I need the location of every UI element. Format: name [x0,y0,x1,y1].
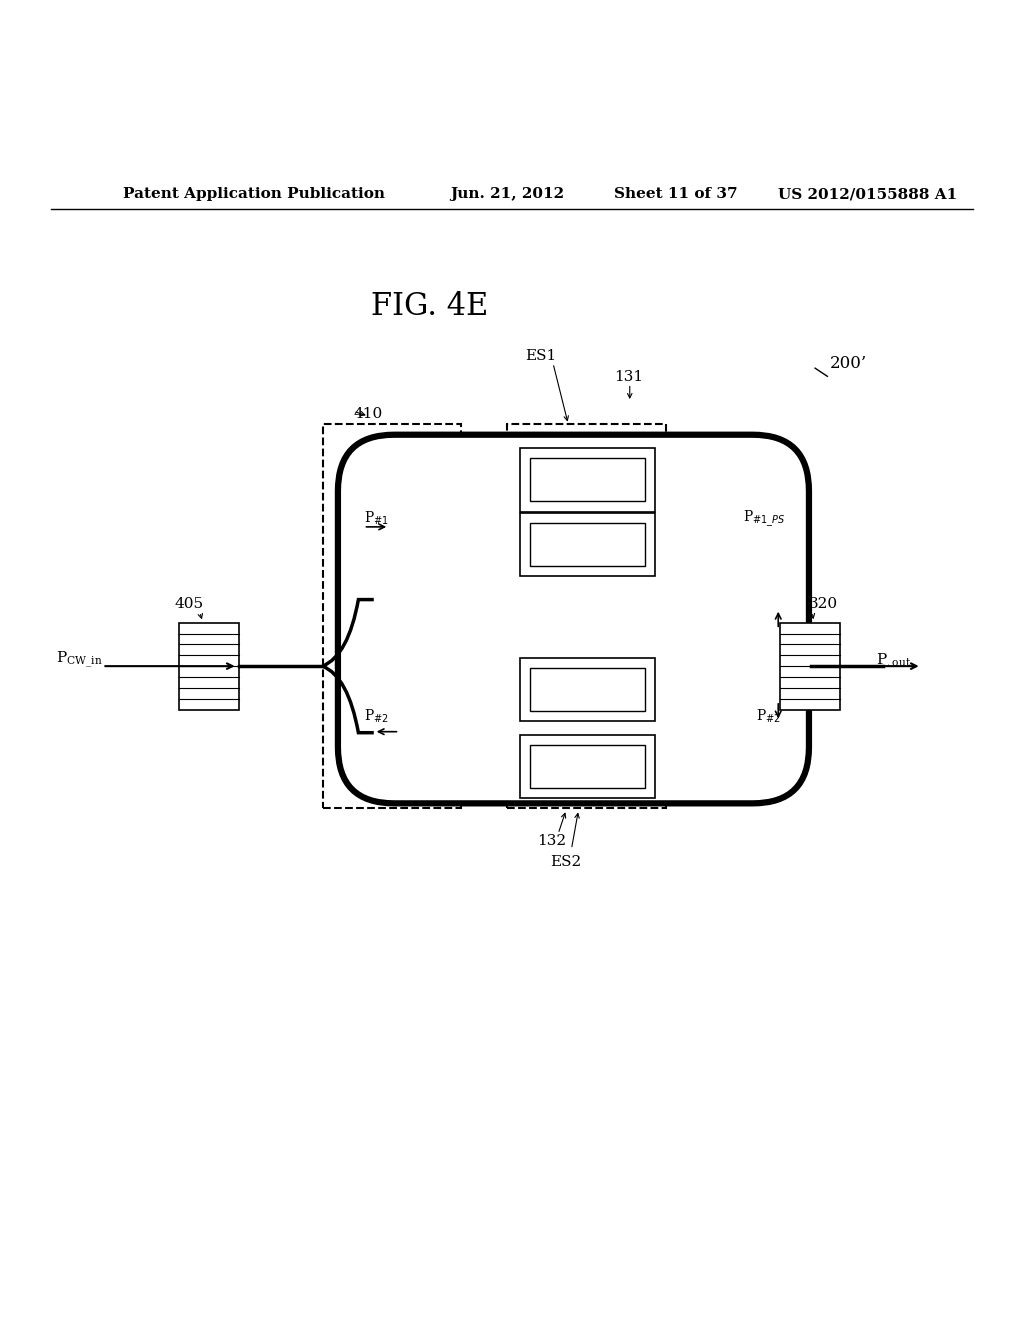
Text: ES1: ES1 [525,348,556,363]
Bar [530,744,645,788]
Text: P$_{\#1\_PS}$: P$_{\#1\_PS}$ [743,508,785,529]
Text: 410: 410 [353,408,383,421]
Bar [179,623,239,710]
Text: P$_{\mathregular{.out}}$: P$_{\mathregular{.out}}$ [876,651,910,669]
Bar [520,447,655,512]
Text: FIG. 4E: FIG. 4E [372,292,488,322]
Bar [520,735,655,799]
Bar [520,657,655,722]
Text: Patent Application Publication: Patent Application Publication [123,187,385,201]
Text: ES2: ES2 [551,855,582,869]
Bar [507,425,666,603]
Bar [530,668,645,711]
Bar [530,458,645,502]
Text: 200’: 200’ [829,355,866,371]
Bar [520,512,655,576]
Text: 405: 405 [175,597,204,611]
FancyBboxPatch shape [338,434,809,804]
Text: P$_{\#2}$: P$_{\#2}$ [756,708,780,725]
Text: Sheet 11 of 37: Sheet 11 of 37 [614,187,738,201]
Bar [530,523,645,566]
Text: Jun. 21, 2012: Jun. 21, 2012 [451,187,564,201]
Text: US 2012/0155888 A1: US 2012/0155888 A1 [778,187,957,201]
Bar [507,630,666,808]
Bar [780,623,840,710]
Text: P$_{\#2}$: P$_{\#2}$ [364,708,388,725]
Text: 131: 131 [614,371,643,384]
Text: 132: 132 [538,834,566,849]
Text: 320: 320 [809,597,838,611]
Text: P$_{\#1}$: P$_{\#1}$ [364,510,388,528]
Text: P$_{\mathregular{CW\_in}}$: P$_{\mathregular{CW\_in}}$ [56,649,103,671]
